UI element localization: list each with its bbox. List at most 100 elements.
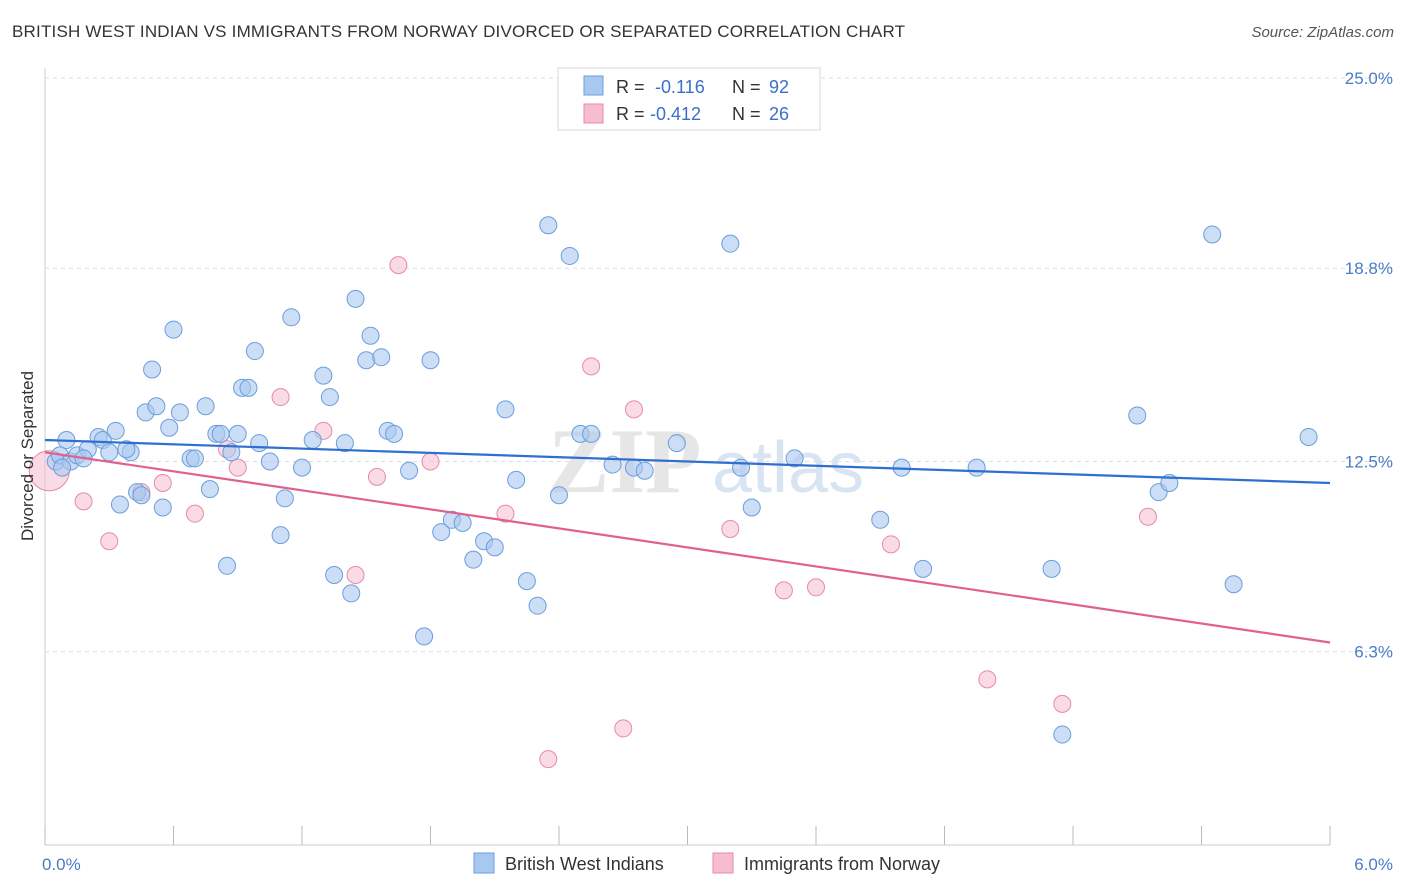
legend-swatch-immigrants-from-norway — [583, 103, 604, 124]
bwi-point-77 — [1042, 559, 1061, 578]
bwi-point-9 — [106, 421, 125, 440]
bwi-point-22 — [196, 397, 215, 416]
bwi-point-23 — [200, 480, 219, 499]
bwi-point-58 — [496, 400, 515, 419]
bwi-point-37 — [303, 431, 322, 450]
legend-r-label-2: R = — [616, 104, 645, 124]
bwi-point-38 — [314, 366, 333, 385]
bwi-point-88 — [132, 486, 151, 505]
norway-point-7 — [228, 458, 247, 477]
bwi-point-19 — [170, 403, 189, 422]
x-tick-label-0: 0.0% — [42, 855, 81, 874]
norway-point-19 — [721, 519, 740, 538]
bwi-point-28 — [228, 424, 247, 443]
bwi-point-82 — [1203, 225, 1222, 244]
y-tick-label-3: 25.0% — [1345, 69, 1393, 88]
legend-n-value-1: 92 — [769, 77, 789, 97]
norway-point-16 — [582, 357, 601, 376]
bwi-point-78 — [1053, 725, 1072, 744]
bwi-point-50 — [415, 627, 434, 646]
bwi-point-55 — [464, 550, 483, 569]
norway-point-8 — [271, 388, 290, 407]
bwi-point-68 — [635, 461, 654, 480]
bwi-point-62 — [550, 486, 568, 505]
trend-lines — [44, 438, 1331, 644]
bwi-point-34 — [271, 526, 290, 545]
bwi-point-69 — [667, 434, 686, 453]
bwi-point-14 — [143, 360, 162, 379]
chart-title: BRITISH WEST INDIAN VS IMMIGRANTS FROM N… — [12, 22, 906, 41]
bwi-point-18 — [164, 320, 183, 339]
norway-point-1 — [74, 492, 93, 511]
series-immigrants-from-norway-points — [28, 256, 1157, 769]
norway-point-17 — [614, 719, 633, 738]
legend-n-label-1: N = — [732, 77, 761, 97]
trend-line-british-west-indians — [44, 438, 1331, 485]
y-tick-label-1: 12.5% — [1345, 453, 1393, 472]
bwi-point-25 — [211, 424, 230, 443]
y-tick-label-2: 18.8% — [1345, 259, 1393, 278]
source-note: Source: ZipAtlas.com — [1251, 24, 1394, 41]
norway-point-13 — [421, 452, 440, 471]
bwi-point-54 — [453, 513, 472, 532]
bwi-point-15 — [147, 397, 166, 416]
norway-point-12 — [389, 256, 408, 275]
bwi-point-44 — [357, 351, 376, 370]
norway-point-4 — [153, 473, 172, 492]
bwi-point-60 — [528, 596, 547, 615]
norway-point-15 — [539, 750, 558, 769]
x-tick-labels: 0.0% 6.0% — [42, 855, 1393, 874]
y-tick-label-0: 6.3% — [1354, 643, 1393, 662]
bwi-point-83 — [1224, 575, 1243, 594]
bwi-point-27 — [222, 443, 241, 462]
bwi-point-57 — [485, 538, 504, 557]
bwi-point-75 — [914, 559, 933, 578]
watermark: ZIP atlas — [548, 410, 864, 512]
bwi-point-90 — [517, 572, 536, 591]
bwi-point-49 — [400, 461, 419, 480]
bwi-point-91 — [742, 498, 761, 517]
bwi-point-63 — [560, 246, 579, 265]
bwi-point-70 — [721, 234, 740, 253]
norway-point-10 — [346, 566, 365, 585]
bottom-legend: British West Indians Immigrants from Nor… — [473, 852, 940, 874]
bwi-point-10 — [110, 495, 129, 514]
bwi-point-85 — [53, 458, 72, 477]
bottom-legend-label-british-west-indians: British West Indians — [505, 854, 664, 874]
bwi-point-46 — [372, 348, 391, 367]
bottom-legend-swatch-immigrants-from-norway — [712, 852, 734, 874]
legend-n-label-2: N = — [732, 104, 761, 124]
norway-point-20 — [774, 581, 793, 600]
bwi-point-40 — [325, 566, 344, 585]
bwi-point-65 — [582, 424, 601, 443]
y-axis-title: Divorced or Separated — [18, 371, 37, 541]
bwi-point-48 — [385, 424, 404, 443]
norway-point-21 — [807, 578, 825, 597]
norway-point-22 — [881, 535, 900, 554]
norway-point-11 — [367, 467, 386, 486]
bottom-legend-label-immigrants-from-norway: Immigrants from Norway — [744, 854, 940, 874]
bwi-point-36 — [293, 458, 311, 477]
bwi-point-17 — [160, 418, 179, 437]
x-tick-label-1: 6.0% — [1354, 855, 1393, 874]
series-british-west-indians-points — [46, 216, 1318, 744]
bwi-point-31 — [245, 342, 264, 361]
norway-point-14 — [496, 504, 515, 523]
bwi-point-72 — [785, 449, 804, 468]
norway-point-2 — [100, 532, 119, 551]
bwi-point-41 — [335, 434, 354, 453]
bwi-point-30 — [239, 378, 258, 397]
bwi-point-89 — [275, 489, 294, 508]
norway-point-23 — [978, 670, 997, 689]
bwi-point-42 — [342, 584, 361, 603]
bwi-point-84 — [1299, 427, 1318, 446]
bwi-point-61 — [539, 216, 558, 235]
bwi-point-21 — [185, 449, 204, 468]
bwi-point-71 — [732, 458, 751, 477]
bwi-point-35 — [282, 308, 301, 327]
bwi-point-76 — [967, 458, 986, 477]
bwi-point-33 — [260, 452, 279, 471]
bwi-point-87 — [117, 440, 136, 459]
trend-line-immigrants-from-norway — [44, 451, 1331, 644]
